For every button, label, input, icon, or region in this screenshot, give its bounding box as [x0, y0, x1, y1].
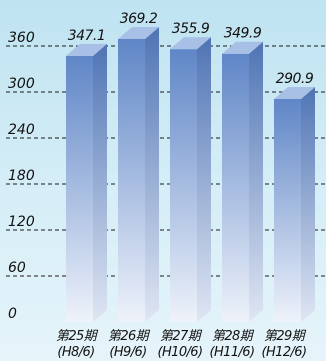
- category-label-1: 第26期: [108, 329, 151, 344]
- y-tick-label-300: 300: [8, 76, 35, 92]
- bar-4: [274, 86, 315, 322]
- bar-3: [222, 41, 263, 322]
- category-sublabel-4: (H12/6): [262, 345, 307, 360]
- y-tick-label-0: 0: [8, 306, 17, 322]
- category-label-3: 第28期: [212, 329, 255, 344]
- value-label-3: 349.9: [224, 26, 262, 42]
- bar-2: [170, 37, 211, 322]
- value-label-0: 347.1: [68, 28, 106, 44]
- y-tick-label-120: 120: [8, 214, 35, 230]
- y-tick-label-60: 60: [8, 260, 26, 276]
- value-label-1: 369.2: [120, 11, 158, 27]
- category-label-0: 第25期: [56, 329, 99, 344]
- category-sublabel-2: (H10/6): [158, 345, 203, 360]
- value-label-2: 355.9: [172, 21, 210, 37]
- y-tick-label-360: 360: [8, 30, 35, 46]
- y-tick-label-240: 240: [8, 122, 35, 138]
- y-tick-label-180: 180: [8, 168, 35, 184]
- category-label-4: 第29期: [264, 329, 307, 344]
- category-sublabel-3: (H11/6): [210, 345, 255, 360]
- bar-1: [118, 26, 159, 323]
- category-sublabel-0: (H8/6): [57, 345, 94, 360]
- value-label-4: 290.9: [276, 71, 314, 87]
- bar-0: [66, 43, 107, 322]
- category-sublabel-1: (H9/6): [109, 345, 146, 360]
- category-label-2: 第27期: [160, 329, 203, 344]
